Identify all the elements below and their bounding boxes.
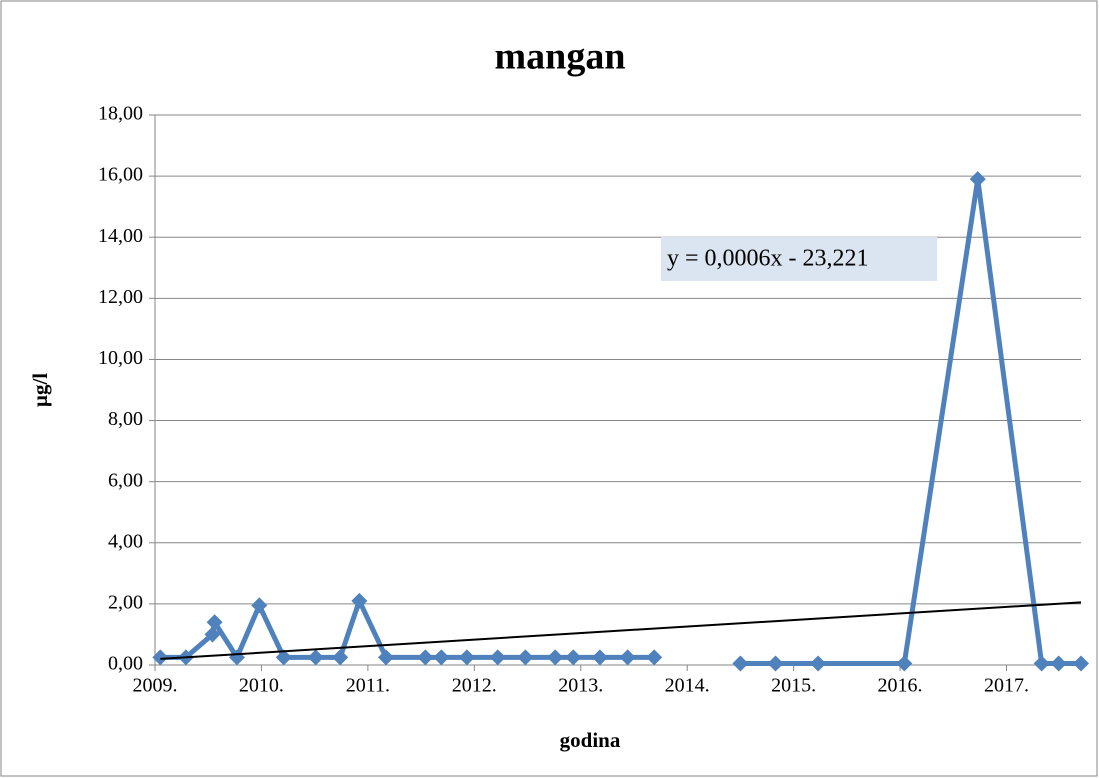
data-point (969, 171, 986, 188)
data-point (591, 649, 608, 666)
x-tick-label: 2017. (984, 675, 1029, 697)
data-point (377, 649, 394, 666)
data-point (332, 649, 349, 666)
x-axis-label: godina (560, 728, 621, 752)
y-tick-label: 0,00 (108, 653, 143, 675)
data-point (275, 649, 292, 666)
y-axis-label: µg/l (28, 373, 52, 407)
trendline-equation: y = 0,0006x - 23,221 (667, 246, 869, 272)
data-point (646, 649, 663, 666)
data-point (565, 649, 582, 666)
x-tick-label: 2012. (452, 675, 497, 697)
data-point (307, 649, 324, 666)
data-point (896, 655, 913, 672)
y-tick-label: 6,00 (108, 469, 143, 491)
y-tick-label: 18,00 (98, 103, 143, 125)
data-point (251, 597, 268, 614)
data-point (1033, 655, 1050, 672)
x-tick-label: 2014. (665, 675, 710, 697)
data-point (206, 614, 223, 631)
data-point (433, 649, 450, 666)
data-point (619, 649, 636, 666)
y-tick-label: 12,00 (98, 286, 143, 308)
trendline (160, 601, 1082, 660)
x-tick-label: 2009. (133, 675, 178, 697)
data-point (152, 649, 169, 666)
x-tick-label: 2015. (771, 675, 816, 697)
x-tick-label: 2013. (558, 675, 603, 697)
x-tick-label: 2010. (239, 675, 284, 697)
data-point (1073, 655, 1089, 672)
data-point (417, 649, 434, 666)
y-tick-label: 14,00 (98, 225, 143, 247)
data-point (547, 649, 564, 666)
y-tick-label: 10,00 (98, 347, 143, 369)
data-point (767, 655, 784, 672)
x-tick-label: 2011. (346, 675, 390, 697)
y-tick-label: 8,00 (108, 408, 143, 430)
y-tick-label: 2,00 (108, 591, 143, 613)
y-tick-label: 4,00 (108, 530, 143, 552)
chart-title: mangan (495, 36, 626, 78)
x-tick-label: 2016. (878, 675, 923, 697)
data-point (458, 649, 475, 666)
data-point (351, 592, 368, 609)
data-point (517, 649, 534, 666)
data-point (1050, 655, 1067, 672)
equation-box (661, 237, 937, 281)
data-point (204, 626, 221, 643)
data-point (810, 655, 827, 672)
y-tick-label: 16,00 (98, 164, 143, 186)
data-point (732, 655, 749, 672)
data-point (489, 649, 506, 666)
